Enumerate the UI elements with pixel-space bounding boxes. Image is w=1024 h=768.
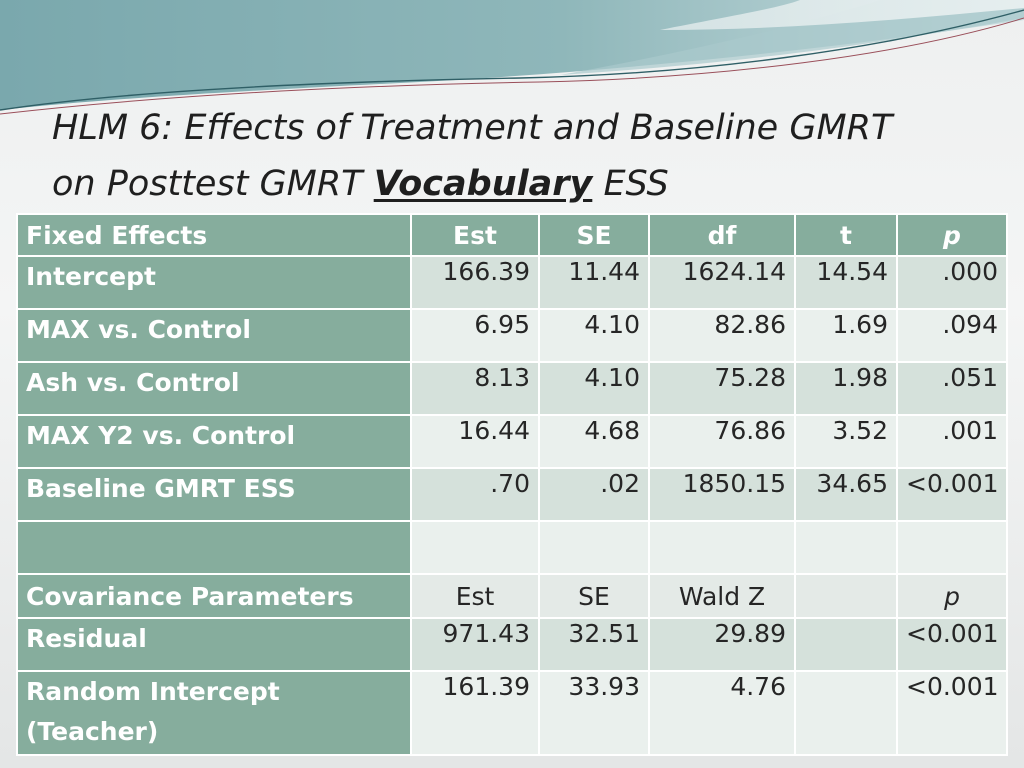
title-line-2-suffix: ESS (592, 164, 669, 204)
cell-t: 14.54 (794, 255, 898, 310)
row-label: MAX Y2 vs. Control (16, 414, 412, 469)
header-wald-z: Wald Z (648, 573, 796, 619)
cell-p: .001 (896, 414, 1008, 469)
cell-se: 32.51 (538, 617, 650, 672)
cell-df: 1624.14 (648, 255, 796, 310)
cell-empty (410, 520, 540, 575)
row-label: Baseline GMRT ESS (16, 467, 412, 522)
row-label: Intercept (16, 255, 412, 310)
header-p: p (896, 213, 1008, 257)
slide-title: HLM 6: Effects of Treatment and Baseline… (52, 100, 1012, 212)
title-line-1: HLM 6: Effects of Treatment and Baseline… (52, 108, 893, 148)
table-row: Random Intercept (Teacher) 161.39 33.93 4… (16, 670, 1008, 756)
table-row: Intercept 166.39 11.44 1624.14 14.54 .00… (16, 255, 1008, 310)
cell-se: 33.93 (538, 670, 650, 756)
covariance-header-row: Covariance Parameters Est SE Wald Z p (16, 573, 1008, 619)
spacer-row (16, 520, 1008, 575)
title-emphasis: Vocabulary (373, 164, 593, 204)
cell-se: 4.68 (538, 414, 650, 469)
row-label-line-1: Random Intercept (26, 677, 280, 706)
cell-df: 76.86 (648, 414, 796, 469)
cell-empty (538, 520, 650, 575)
cell-est: 6.95 (410, 308, 540, 363)
cell-est: 971.43 (410, 617, 540, 672)
header-cov-blank (794, 573, 898, 619)
header-se: SE (538, 213, 650, 257)
cell-se: .02 (538, 467, 650, 522)
header-est: Est (410, 213, 540, 257)
table-row: Residual 971.43 32.51 29.89 <0.001 (16, 617, 1008, 672)
cell-df: 1850.15 (648, 467, 796, 522)
cell-t: 3.52 (794, 414, 898, 469)
cell-blank (794, 617, 898, 672)
cell-wald-z: 29.89 (648, 617, 796, 672)
cell-t: 1.69 (794, 308, 898, 363)
table-row: MAX Y2 vs. Control 16.44 4.68 76.86 3.52… (16, 414, 1008, 469)
cell-df: 82.86 (648, 308, 796, 363)
cell-p: <0.001 (896, 617, 1008, 672)
cell-est: .70 (410, 467, 540, 522)
cell-est: 166.39 (410, 255, 540, 310)
cell-p: .051 (896, 361, 1008, 416)
header-covariance-parameters: Covariance Parameters (16, 573, 412, 619)
header-cov-p: p (896, 573, 1008, 619)
decorative-banner (0, 0, 1024, 115)
header-cov-se: SE (538, 573, 650, 619)
table-row: Ash vs. Control 8.13 4.10 75.28 1.98 .05… (16, 361, 1008, 416)
title-line-2-prefix: on Posttest GMRT (52, 164, 374, 204)
row-label: Random Intercept (Teacher) (16, 670, 412, 756)
cell-t: 34.65 (794, 467, 898, 522)
fixed-effects-header-row: Fixed Effects Est SE df t p (16, 213, 1008, 257)
cell-se: 4.10 (538, 361, 650, 416)
hlm-results-table: Fixed Effects Est SE df t p Intercept 16… (16, 213, 1008, 756)
row-label-line-2: (Teacher) (26, 717, 159, 746)
cell-empty (896, 520, 1008, 575)
cell-blank (794, 670, 898, 756)
cell-p: <0.001 (896, 670, 1008, 756)
header-fixed-effects: Fixed Effects (16, 213, 412, 257)
cell-est: 8.13 (410, 361, 540, 416)
cell-df: 75.28 (648, 361, 796, 416)
cell-est: 16.44 (410, 414, 540, 469)
cell-p: <0.001 (896, 467, 1008, 522)
header-t: t (794, 213, 898, 257)
cell-p: .094 (896, 308, 1008, 363)
table-row: Baseline GMRT ESS .70 .02 1850.15 34.65 … (16, 467, 1008, 522)
cell-p: .000 (896, 255, 1008, 310)
cell-se: 11.44 (538, 255, 650, 310)
cell-est: 161.39 (410, 670, 540, 756)
header-cov-est: Est (410, 573, 540, 619)
cell-empty (648, 520, 796, 575)
row-label: Residual (16, 617, 412, 672)
cell-t: 1.98 (794, 361, 898, 416)
cell-se: 4.10 (538, 308, 650, 363)
table-row: MAX vs. Control 6.95 4.10 82.86 1.69 .09… (16, 308, 1008, 363)
header-df: df (648, 213, 796, 257)
row-label: Ash vs. Control (16, 361, 412, 416)
cell-wald-z: 4.76 (648, 670, 796, 756)
row-label: MAX vs. Control (16, 308, 412, 363)
row-label-empty (16, 520, 412, 575)
cell-empty (794, 520, 898, 575)
